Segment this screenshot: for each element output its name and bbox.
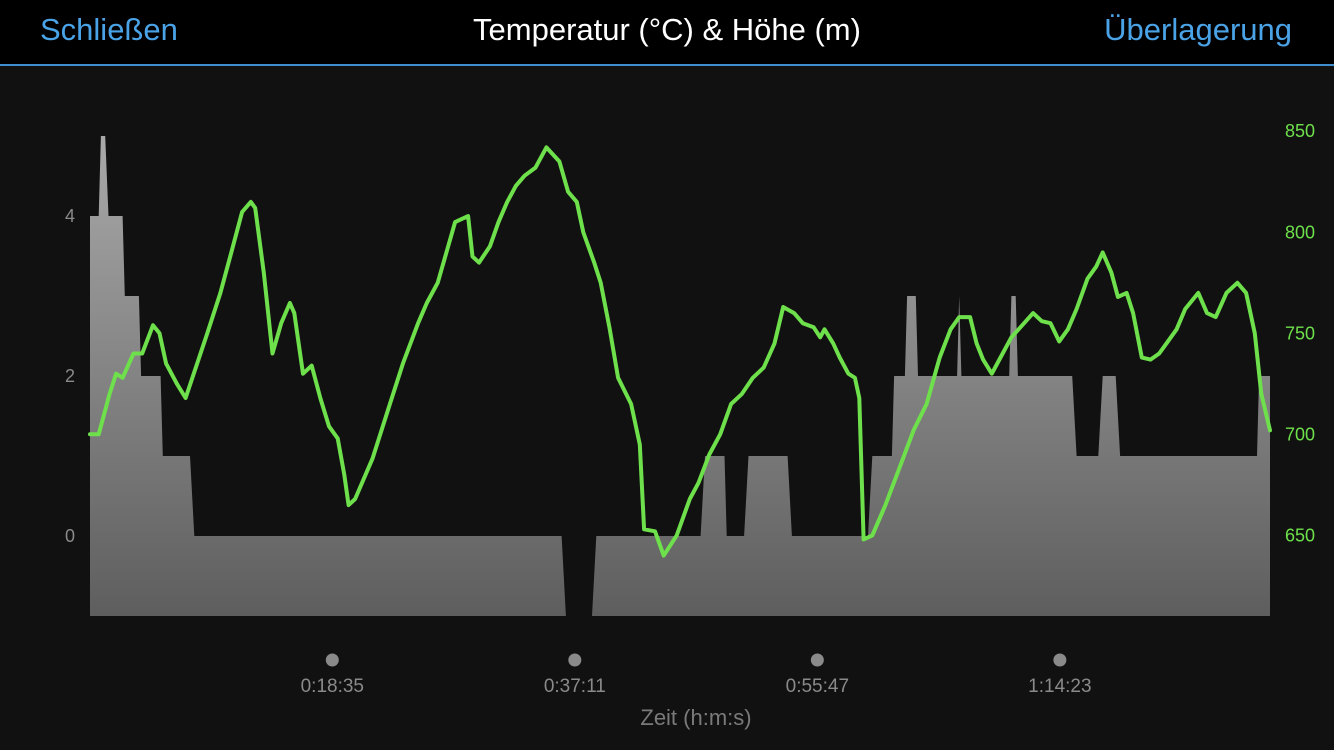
x-tick-label: 1:14:23 [1028,676,1091,697]
temperature-area-group [90,136,1270,616]
x-tick-dot [810,653,824,667]
left-tick-label: 0 [65,526,75,546]
left-axis-ticks: 0 2 4 [65,206,75,546]
x-tick-label: 0:18:35 [301,676,364,697]
right-axis-ticks: 650 700 750 800 850 [1285,121,1315,545]
x-tick-label: 0:55:47 [786,676,849,697]
left-tick-label: 2 [65,366,75,386]
x-tick-dot [568,653,582,667]
close-button[interactable]: Schließen [40,12,178,47]
right-tick-label: 750 [1285,323,1315,343]
x-tick-label: 0:37:11 [544,676,606,697]
altitude-line [88,145,1272,558]
x-axis-ticks: 0:18:35 0:37:11 0:55:47 1:14:23 [301,653,1092,697]
right-tick-label: 650 [1285,525,1315,545]
top-bar: Schließen Temperatur (°C) & Höhe (m) Übe… [0,0,1334,66]
overlay-button[interactable]: Überlagerung [1104,12,1292,47]
altitude-line-group [88,145,1272,558]
right-tick-label: 700 [1285,424,1315,444]
right-tick-label: 800 [1285,222,1315,242]
chart-area[interactable]: 0 2 4 650 700 750 800 850 0:18:35 0:37:11 0:55:4… [0,66,1334,750]
temperature-altitude-chart: 0 2 4 650 700 750 800 850 0:18:35 0:37:11 0:55:4… [65,121,1315,730]
x-axis-label: Zeit (h:m:s) [640,705,751,730]
right-tick-label: 850 [1285,121,1315,141]
temperature-area [90,136,1270,616]
x-tick-dot [325,653,339,667]
left-tick-label: 4 [65,206,75,226]
x-tick-dot [1053,653,1067,667]
